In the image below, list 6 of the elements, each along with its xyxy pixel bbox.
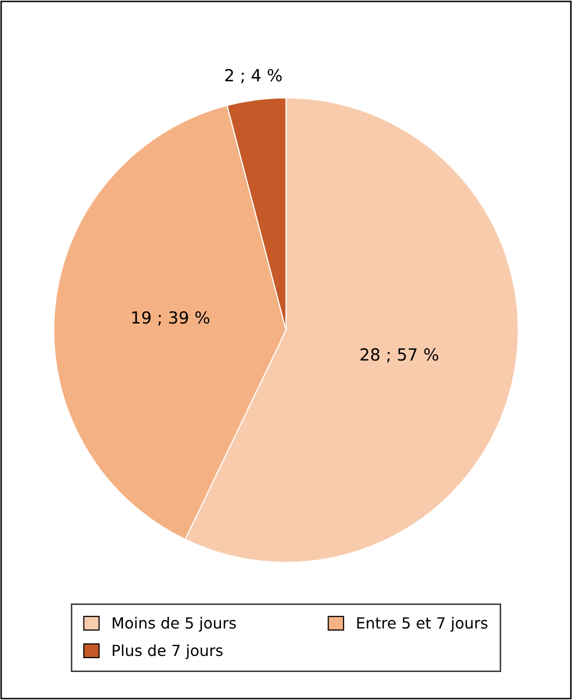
data-label: 28 ; 57 % — [360, 348, 438, 362]
data-label: 19 ; 39 % — [132, 311, 210, 326]
data-label: 2 ; 4 % — [225, 68, 282, 84]
legend-label: Entre 5 et 7 jours — [357, 616, 488, 632]
legend-label: Plus de 7 jours — [112, 644, 223, 660]
legend-label: Moins de 5 jours — [112, 616, 236, 632]
